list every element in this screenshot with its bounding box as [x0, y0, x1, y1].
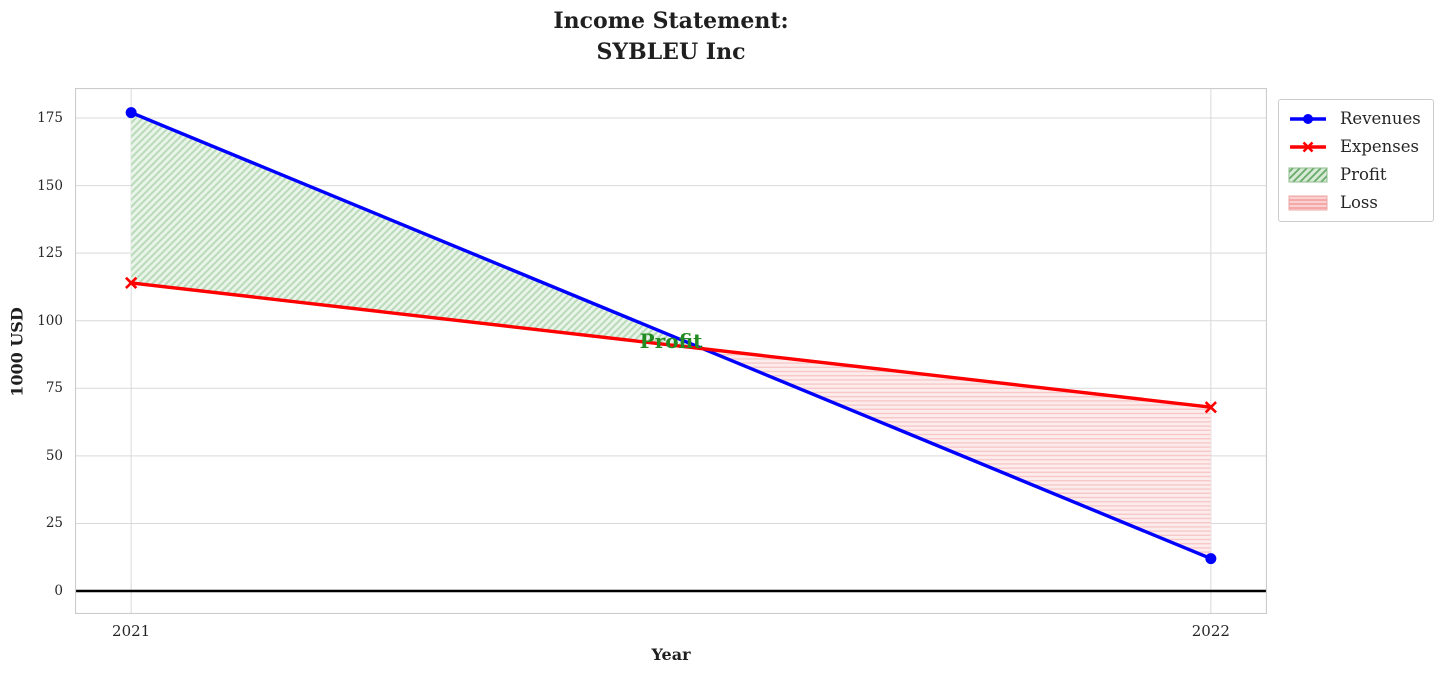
- profit-annotation: Profit: [639, 328, 703, 353]
- revenues-marker: [125, 107, 137, 119]
- x-tick-label: 2022: [1191, 622, 1230, 640]
- legend-item-profit: Profit: [1288, 163, 1421, 186]
- chart-title-line-2: SYBLEU Inc: [596, 39, 746, 65]
- expenses-line: [129, 281, 1213, 409]
- x-axis-label: Year: [651, 645, 691, 664]
- y-tick-label: 150: [37, 177, 63, 194]
- expenses-marker: [1204, 401, 1217, 414]
- y-tick-label: 75: [45, 380, 63, 397]
- y-tick-label: 50: [45, 447, 63, 464]
- expenses-line-swatch-icon: [1290, 141, 1326, 152]
- chart-title: Income Statement: SYBLEU Inc: [75, 6, 1267, 68]
- y-tick-label: 175: [37, 110, 63, 126]
- legend-label-revenues: Revenues: [1340, 109, 1421, 128]
- profit-patch-swatch-icon: [1288, 167, 1328, 182]
- profit-region-hatch: [131, 112, 703, 349]
- plot-area: [75, 88, 1267, 614]
- y-tick-label: 100: [37, 312, 63, 329]
- legend-label-expenses: Expenses: [1340, 137, 1420, 156]
- y-tick-label: 25: [45, 515, 63, 532]
- revenues-marker: [1205, 553, 1217, 565]
- loss-patch-swatch-icon: [1288, 195, 1328, 210]
- legend-item-loss: Loss: [1288, 191, 1421, 214]
- legend-label-loss: Loss: [1340, 193, 1378, 212]
- y-tick-label: 0: [54, 583, 63, 600]
- x-tick-label: 2021: [112, 622, 151, 640]
- legend-item-expenses: Expenses: [1288, 135, 1421, 158]
- expenses-marker: [125, 276, 138, 290]
- y-tick-label: 125: [37, 245, 63, 262]
- legend-label-profit: Profit: [1340, 165, 1387, 184]
- revenues-line: [129, 110, 1213, 561]
- revenues-line-swatch-icon: [1290, 113, 1326, 124]
- legend: Revenues Expenses Profit Loss: [1278, 99, 1434, 222]
- legend-item-revenues: Revenues: [1288, 107, 1421, 130]
- chart-title-line-1: Income Statement:: [553, 8, 789, 34]
- plot-frame: [75, 88, 1267, 614]
